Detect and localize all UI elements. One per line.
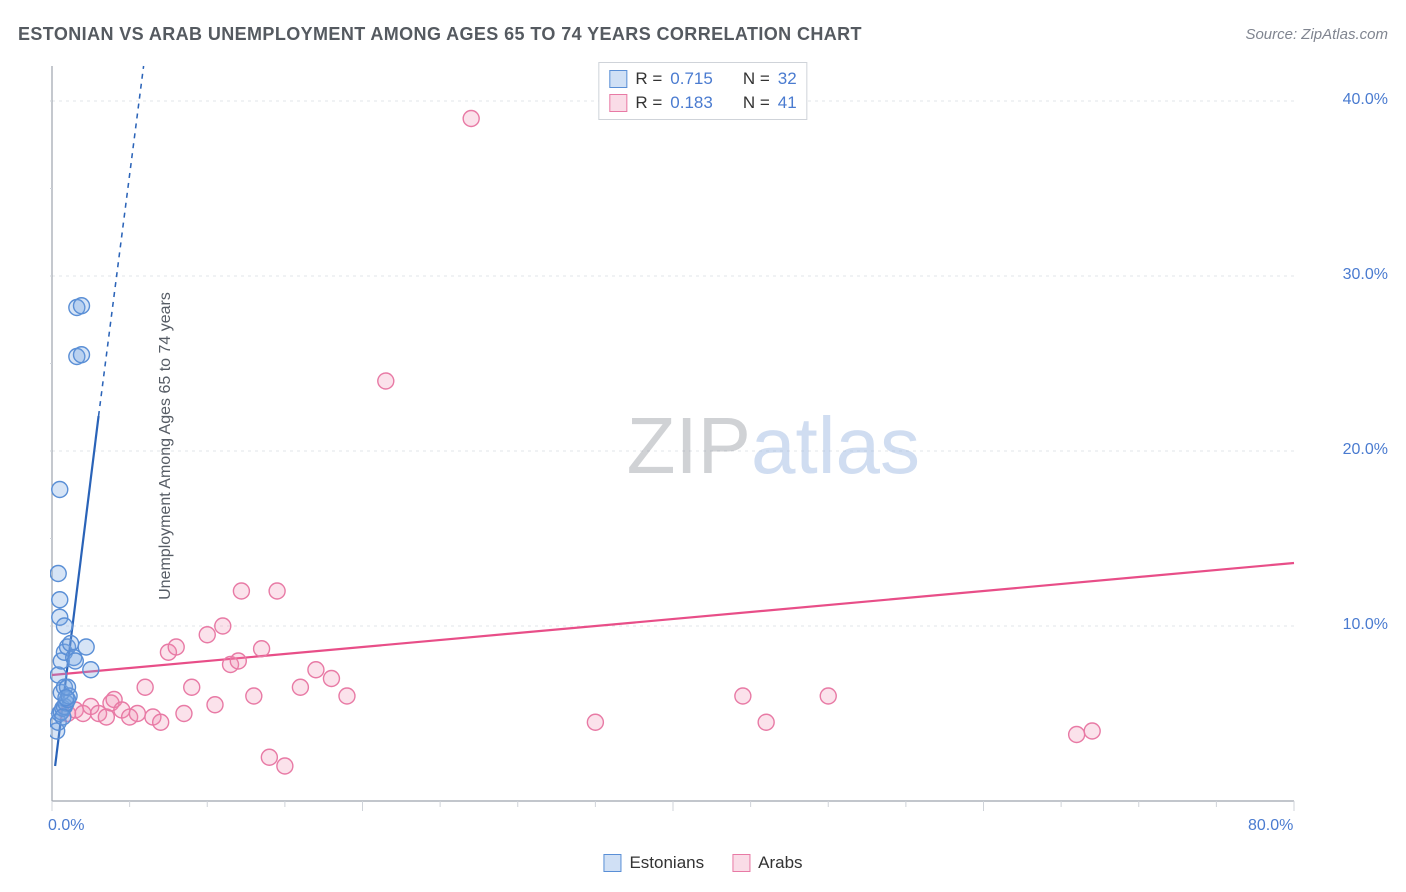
legend-swatch bbox=[732, 854, 750, 872]
x-tick-label: 0.0% bbox=[48, 817, 84, 835]
plot-area bbox=[50, 58, 1336, 821]
legend-swatch bbox=[609, 94, 627, 112]
legend-label: Arabs bbox=[758, 853, 802, 873]
legend-label: Estonians bbox=[629, 853, 704, 873]
chart-title: ESTONIAN VS ARAB UNEMPLOYMENT AMONG AGES… bbox=[18, 24, 862, 45]
legend-row: R = 0.715 N = 32 bbox=[609, 67, 796, 91]
y-tick-label: 30.0% bbox=[1343, 266, 1388, 284]
series-legend: Estonians Arabs bbox=[603, 853, 802, 873]
legend-item: Estonians bbox=[603, 853, 704, 873]
r-value: 0.715 bbox=[670, 69, 713, 89]
r-value: 0.183 bbox=[670, 93, 713, 113]
n-value: 32 bbox=[778, 69, 797, 89]
r-label: R = bbox=[635, 93, 662, 113]
x-tick-label: 80.0% bbox=[1248, 817, 1293, 835]
legend-row: R = 0.183 N = 41 bbox=[609, 91, 796, 115]
n-label: N = bbox=[743, 93, 770, 113]
legend-swatch bbox=[609, 70, 627, 88]
n-value: 41 bbox=[778, 93, 797, 113]
legend-item: Arabs bbox=[732, 853, 802, 873]
n-label: N = bbox=[743, 69, 770, 89]
y-tick-label: 20.0% bbox=[1343, 441, 1388, 459]
r-label: R = bbox=[635, 69, 662, 89]
legend-swatch bbox=[603, 854, 621, 872]
source-attribution: Source: ZipAtlas.com bbox=[1245, 26, 1388, 43]
y-tick-label: 10.0% bbox=[1343, 616, 1388, 634]
correlation-legend: R = 0.715 N = 32 R = 0.183 N = 41 bbox=[598, 62, 807, 120]
y-tick-label: 40.0% bbox=[1343, 91, 1388, 109]
scatter-plot-svg bbox=[50, 58, 1336, 821]
